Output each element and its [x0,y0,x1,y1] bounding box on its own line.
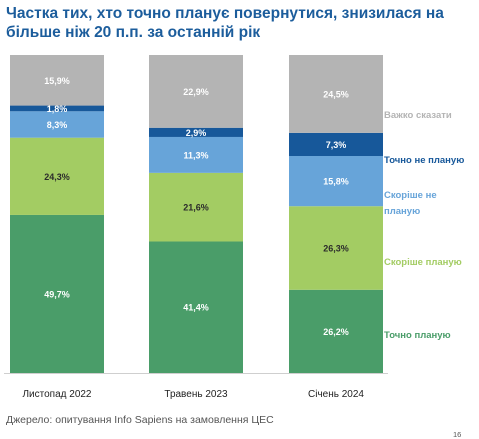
bar-segment [149,241,243,373]
data-label: 15,8% [323,177,349,187]
legend-entry: Точно планую [384,330,451,341]
bar-segment [289,132,383,157]
bar-segment [149,172,243,242]
bar-segment [289,289,383,373]
bar-segment [10,137,104,215]
bar-segment [289,55,383,133]
data-label: 7,3% [326,140,347,150]
data-label: 24,5% [323,89,349,99]
data-label: 2,9% [186,128,207,138]
legend-entry: Скоріше планую [384,257,462,268]
legend-entry: Точно не планую [384,155,464,166]
data-label: 15,9% [44,76,70,86]
data-label: 22,9% [183,87,209,97]
legend-entry: Скоріше не планую [384,190,437,217]
data-label: 8,3% [47,120,68,130]
data-label: 11,3% [183,150,208,160]
category-label: Травень 2023 [164,389,228,400]
page-number: 16 [453,430,462,439]
data-label: 26,2% [323,327,349,337]
category-label: Листопад 2022 [22,389,91,400]
bar-segment [149,55,243,128]
bar-segment [10,111,104,138]
bar-segment [10,105,104,112]
bar-segment [289,206,383,290]
data-label: 21,6% [183,203,209,213]
data-label: 41,4% [183,303,209,313]
data-label: 26,3% [323,243,349,253]
category-label: Січень 2024 [308,389,364,400]
data-label: 49,7% [44,289,70,299]
legend-entry: Важко сказати [384,110,452,121]
bar-segment [10,55,104,106]
bar-segment [289,156,383,207]
chart-title: Частка тих, хто точно планує повернутися… [6,5,444,41]
data-label: 1,8% [47,104,68,114]
bar-segment [149,136,243,173]
bar-segment [149,127,243,137]
data-label: 24,3% [44,172,70,182]
bar-segment [10,214,104,373]
source-note: Джерело: опитування Info Sapiens на замо… [6,414,274,426]
